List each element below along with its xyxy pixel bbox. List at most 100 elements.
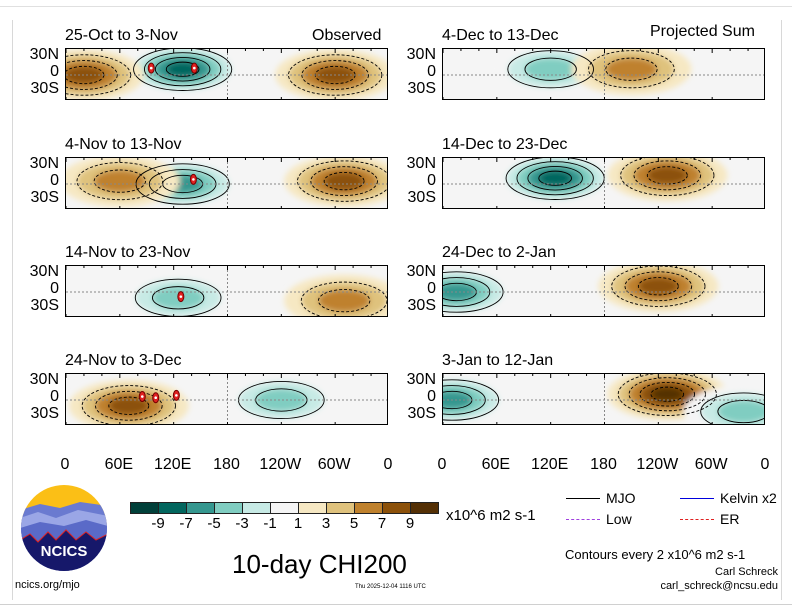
anomaly-region [66,66,104,84]
contour-line [66,60,118,90]
contour-line [81,385,176,424]
contour-line [617,374,717,416]
lon-tick-label: 0 [760,456,770,473]
map-panel [442,48,765,100]
map-svg [443,266,764,316]
lat-tick-label: 0 [427,280,436,297]
contour-line [637,277,679,296]
map-panel [65,373,388,425]
map-panel [65,157,388,209]
anomaly-region [538,171,572,186]
map-panel [442,265,765,317]
map-svg [443,49,764,99]
colorbar-tick-label: 7 [377,515,387,532]
legend-label-kelvin: Kelvin x2 [720,490,777,506]
colorbar-swatch [355,503,383,513]
lon-tick-label: 120E [530,456,569,473]
lon-tick-label: 60W [694,456,728,473]
legend-label-mjo: MJO [606,490,636,506]
colorbar-swatch [411,503,438,513]
legend-line-er [680,518,714,520]
anomaly-region [717,400,764,423]
contour-line [588,50,675,89]
contour-line [323,171,365,191]
panel-title: 4-Nov to 13-Nov [65,136,182,153]
figure-frame [12,20,782,600]
lat-tick-label: 0 [427,172,436,189]
anomaly-region [647,166,688,184]
legend-item-kelvin: Kelvin x2 [680,490,777,506]
lat-tick-label: 30N [29,46,59,63]
colorbar-swatch [131,503,159,513]
contour-note: Contours every 2 x10^6 m2 s-1 [565,547,746,562]
bottom-divider [0,604,792,605]
lat-tick-label: 30N [406,46,436,63]
observed-label: Observed [312,27,382,44]
map-panel [442,157,765,209]
contour-line [443,277,491,307]
anomaly-region [318,289,370,312]
colorbar-tick-label: -7 [179,515,193,532]
lat-tick-label: 30N [29,371,59,388]
lat-tick-label: 0 [50,388,59,405]
colorbar-tick-label: -5 [207,515,221,532]
lat-tick-label: 30S [30,297,59,314]
lon-tick-label: 60W [317,456,351,473]
contour-line [700,392,764,424]
lat-tick-label: 30S [30,405,59,422]
map-svg [443,374,764,424]
anomaly-region [108,397,149,415]
colorbar-swatch [187,503,215,513]
colorbar-tick-label: 3 [321,515,331,532]
anomaly-region [94,169,146,193]
contour-line [310,166,378,197]
lat-tick-label: 30S [30,189,59,206]
contour-line [300,281,387,316]
contour-line [538,170,572,186]
contour-line [628,377,706,412]
contour-line [633,160,702,191]
contour-line [154,56,211,82]
contour-line [650,386,685,402]
anomaly-region [443,391,472,409]
lon-tick-label: 120W [636,456,679,473]
lat-tick-label: 30S [407,189,436,206]
chart-title: 10-day CHI200 [232,549,407,579]
contour-line [620,158,715,196]
contour-line [443,385,486,415]
ncics-logo: NCICS [21,485,107,571]
storm-marker-center [140,395,144,398]
colorbar-swatch [159,503,187,513]
lon-tick-label: 180 [213,456,240,473]
storm-marker-center [193,66,196,70]
colorbar-tick-label: 9 [405,515,415,532]
units-label: x10^6 m2 s-1 [446,507,536,524]
lon-tick-label: 0 [60,456,70,473]
lon-tick-label: 120W [259,456,302,473]
contour-line [93,169,146,193]
contour-line [639,381,696,407]
legend-item-er: ER [680,511,739,527]
contour-line [301,60,369,90]
site-url[interactable]: ncics.org/mjo [15,579,80,591]
map-panel [65,48,388,100]
panel-title: 24-Dec to 2-Jan [442,244,556,261]
colorbar-swatch [383,503,411,513]
map-svg [66,158,387,208]
contour-line [144,52,222,87]
storm-marker-center [179,295,183,298]
legend-line-mjo [566,497,600,499]
contour-line [516,161,594,196]
author-email[interactable]: carl_schreck@ncsu.edu [660,580,778,592]
storm-marker-center [154,396,158,399]
lat-tick-label: 0 [427,63,436,80]
contour-line [95,390,163,421]
contour-line [611,266,706,307]
timestamp: Thu 2025-12-04 1116 UTC [355,584,426,590]
anomaly-region [255,388,308,412]
storm-marker-center [192,178,195,181]
map-svg [66,266,387,316]
lat-tick-label: 30N [406,263,436,280]
lat-tick-label: 30S [407,80,436,97]
lat-tick-label: 30N [29,263,59,280]
